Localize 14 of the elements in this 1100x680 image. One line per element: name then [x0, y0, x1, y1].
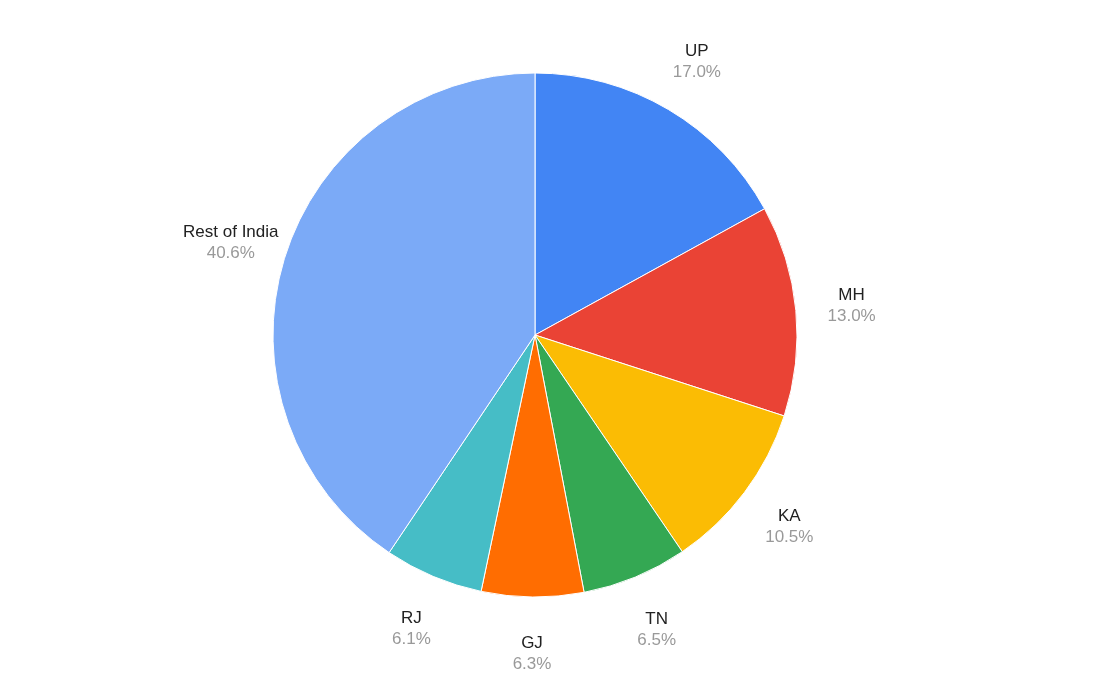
slice-label: TN	[645, 608, 669, 628]
slice-label: Rest of India	[183, 222, 280, 242]
data-label: 17.0%	[672, 62, 721, 82]
data-label: 6.3%	[512, 653, 552, 673]
data-label: 6.5%	[637, 629, 677, 649]
data-label: 40.6%	[206, 243, 255, 263]
slice-label: GJ	[521, 632, 543, 652]
slice-label: KA	[777, 505, 802, 525]
data-label: 6.1%	[392, 629, 431, 649]
slice-label: UP	[685, 41, 709, 61]
data-label: 10.5%	[765, 526, 814, 546]
data-label: 13.0%	[827, 306, 876, 326]
slice-label: RJ	[401, 608, 422, 628]
slice-label: MH	[838, 285, 865, 305]
